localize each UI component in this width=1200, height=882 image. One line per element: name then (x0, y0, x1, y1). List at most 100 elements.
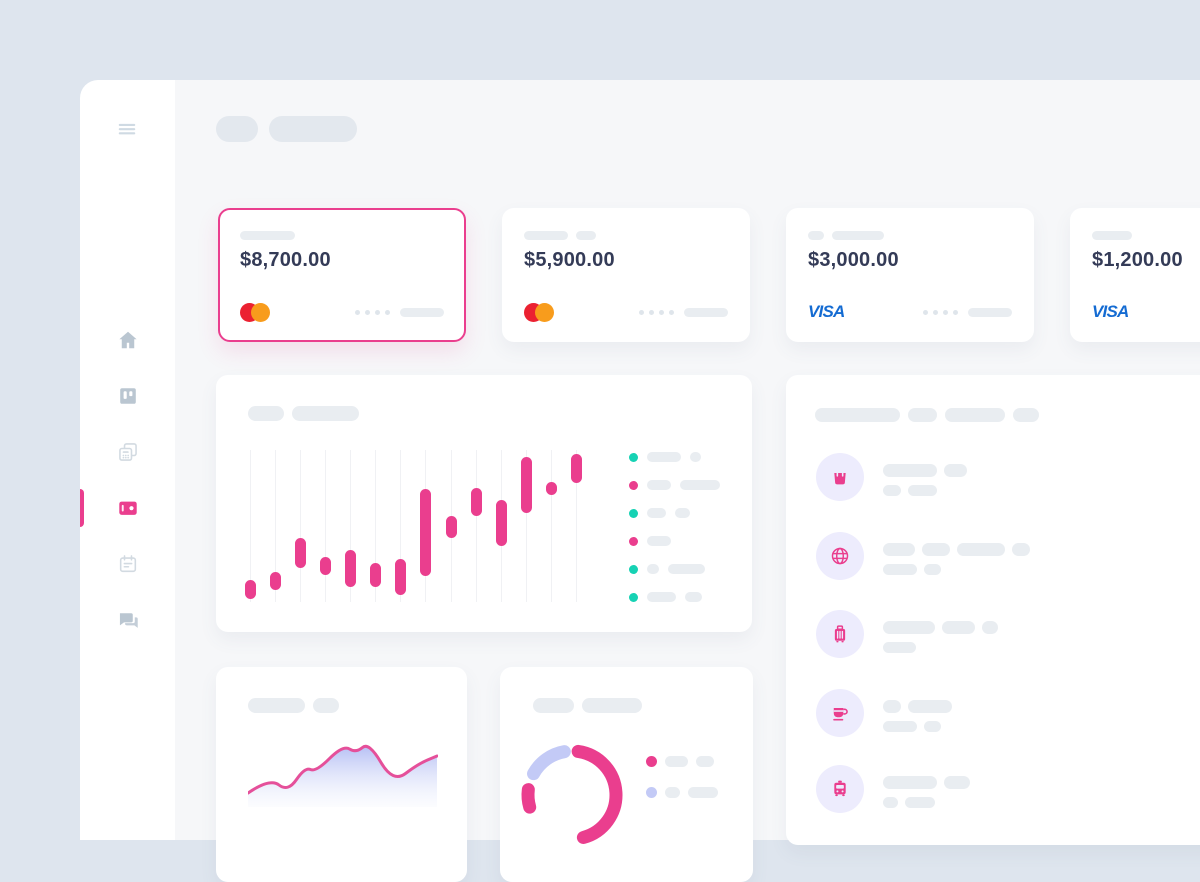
transaction-line-2 (883, 564, 1030, 575)
sidebar-item-home[interactable] (80, 318, 175, 362)
placeholder-pill (269, 116, 357, 142)
bus-icon-circle (816, 765, 864, 813)
trend-chart-card (216, 667, 467, 882)
card-title-placeholder (1092, 231, 1200, 240)
luggage-icon-circle (816, 610, 864, 658)
hamburger-icon (116, 118, 138, 140)
placeholder-pill (668, 564, 705, 574)
page-title-placeholder (216, 116, 357, 142)
placeholder-pill (883, 797, 898, 808)
chat-icon (117, 609, 139, 631)
gridline (400, 450, 402, 602)
placeholder-pill (647, 452, 681, 462)
candle-bar (570, 454, 582, 483)
candle-bar (445, 516, 457, 538)
masked-card-number (923, 307, 1012, 317)
mask-dot (669, 310, 674, 315)
placeholder-pill (292, 406, 359, 421)
sidebar-item-chat[interactable] (80, 598, 175, 642)
placeholder-pill (647, 508, 666, 518)
legend-row (629, 452, 701, 462)
legend-row (629, 480, 720, 490)
legend-row (629, 564, 705, 574)
main-content: $8,700.00 $5,900.00 $3,000.00 VISA $1,200.00… (175, 80, 1200, 882)
candle-bar (520, 457, 532, 513)
placeholder-pill (240, 231, 295, 240)
placeholder-pill (883, 564, 917, 575)
kanban-icon (117, 385, 139, 407)
transactions-panel (786, 375, 1200, 845)
legend-row (629, 592, 702, 602)
placeholder-pill (883, 700, 901, 713)
candle-plot (216, 375, 752, 632)
gridline (275, 450, 277, 602)
mask-dot (649, 310, 654, 315)
active-nav-indicator (80, 489, 84, 527)
mask-dot (639, 310, 644, 315)
placeholder-pill (883, 543, 915, 556)
candle-bar (345, 550, 357, 587)
page: { "colors": { "page_bg": "#dee5ee", "sur… (80, 80, 1200, 882)
card-amount: $3,000.00 (808, 249, 899, 271)
transaction-line-1 (883, 543, 1030, 556)
transaction-text-placeholder (883, 464, 967, 496)
placeholder-pill (883, 721, 917, 732)
account-card[interactable]: $1,200.00 VISA (1070, 208, 1200, 342)
mask-dot (953, 309, 958, 315)
legend-dot (629, 592, 638, 602)
placeholder-pill (665, 787, 680, 798)
menu-toggle-button[interactable] (116, 118, 138, 138)
account-card[interactable]: $8,700.00 (218, 208, 466, 342)
card-bottom-row: VISA (1092, 302, 1200, 322)
placeholder-pill (576, 231, 596, 240)
trend-title-placeholder (248, 698, 339, 713)
placeholder-pill (924, 721, 941, 732)
mask-dot (375, 310, 380, 315)
candle-bar (295, 538, 307, 568)
globe-icon (829, 545, 851, 567)
placeholder-pill (1012, 543, 1030, 556)
sidebar-item-kanban[interactable] (80, 374, 175, 418)
placeholder-pill (883, 464, 937, 477)
placeholder-pill (908, 408, 937, 422)
placeholder-pill (313, 698, 339, 713)
card-amount: $5,900.00 (524, 249, 615, 271)
transaction-line-2 (883, 797, 970, 808)
sidebar-item-wallet[interactable] (80, 486, 175, 530)
sidebar-item-calendar[interactable] (80, 542, 175, 586)
donut-segment (521, 783, 537, 814)
candle-bar (320, 557, 332, 575)
transactions-header-placeholder (815, 408, 1039, 422)
candle-bar (370, 563, 382, 587)
legend-dot (629, 480, 638, 490)
visa-logo: VISA (1092, 302, 1129, 321)
home-icon (117, 329, 139, 351)
dashboard-window: $8,700.00 $5,900.00 $3,000.00 VISA $1,200.00… (80, 80, 1200, 882)
donut-title-placeholder (533, 698, 642, 713)
area-chart (248, 744, 438, 807)
placeholder-pill (944, 776, 970, 789)
candle-bar (245, 580, 256, 599)
transaction-line-2 (883, 485, 967, 496)
transaction-line-1 (883, 464, 967, 477)
globe-icon-circle (816, 532, 864, 580)
account-card[interactable]: $3,000.00 VISA (786, 208, 1034, 342)
mastercard-logo (240, 303, 270, 322)
calendar-icon (117, 553, 139, 575)
placeholder-pill (665, 756, 688, 767)
account-card[interactable]: $5,900.00 (502, 208, 750, 342)
billing-icon (117, 441, 139, 463)
legend-dot (629, 564, 638, 574)
placeholder-pill (924, 564, 941, 575)
sidebar-item-billing[interactable] (80, 430, 175, 474)
transaction-text-placeholder (883, 776, 970, 808)
transaction-text-placeholder (883, 700, 952, 732)
mask-dot (355, 310, 360, 315)
mask-dot (933, 309, 938, 315)
placeholder-pill (647, 592, 676, 602)
donut-segment (571, 744, 623, 845)
legend-dot (629, 508, 638, 518)
donut-legend-dot (646, 787, 657, 798)
card-bottom-row (524, 303, 728, 322)
donut-chart-card (500, 667, 753, 882)
